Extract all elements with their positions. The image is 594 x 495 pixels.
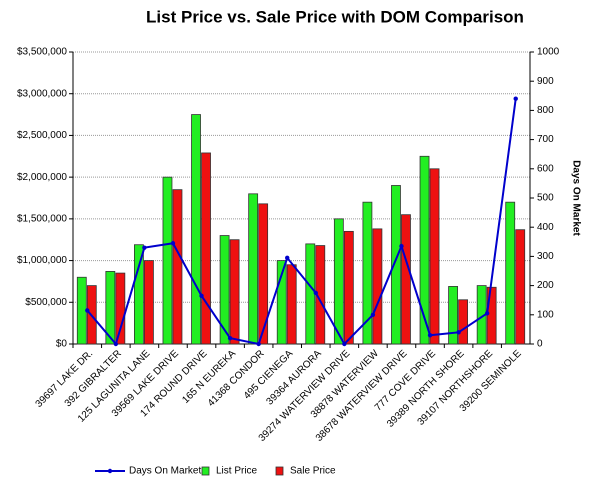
line-point	[427, 333, 433, 338]
y-tick-label: $3,000,000	[17, 88, 67, 99]
bar	[248, 193, 259, 345]
bar	[419, 155, 430, 345]
line-point	[227, 335, 233, 341]
bar	[458, 299, 468, 345]
y-tick-label: $0	[56, 339, 68, 350]
bar	[219, 235, 230, 345]
line-point	[285, 255, 290, 261]
y-tick-label: $1,500,000	[17, 213, 67, 224]
y2-tick-label: 600	[537, 163, 554, 174]
y2-tick-label: 200	[537, 280, 554, 291]
y2-tick-label: 400	[537, 222, 554, 233]
bar	[286, 264, 297, 345]
y2-tick-label: 1000	[537, 47, 560, 58]
bar	[105, 271, 116, 345]
bar	[333, 218, 344, 345]
y-tick-label: $1,000,000	[17, 255, 67, 266]
bar	[134, 244, 144, 345]
bar	[258, 203, 269, 345]
bar	[391, 185, 401, 345]
bar	[515, 229, 526, 345]
legend-swatch	[107, 468, 113, 474]
bar	[191, 114, 201, 345]
line-point	[85, 308, 90, 313]
bar	[229, 239, 240, 345]
bar	[486, 286, 497, 345]
line-point	[484, 311, 490, 316]
line-point	[113, 341, 119, 347]
line-point	[313, 290, 318, 296]
y-tick-label: $500,000	[25, 297, 67, 308]
bar	[201, 152, 211, 345]
bar	[76, 276, 87, 345]
legend-label: List Price	[216, 466, 258, 477]
line-point	[370, 312, 376, 317]
bar	[448, 286, 458, 345]
y2-tick-label: 800	[537, 105, 554, 116]
y2-tick-label: 700	[537, 134, 554, 145]
legend-label: Days On Market	[129, 466, 201, 477]
bar	[305, 243, 316, 345]
chart-title: List Price vs. Sale Price with DOM Compa…	[146, 7, 524, 26]
line-point	[142, 245, 147, 250]
y-tick-label: $3,500,000	[17, 47, 67, 58]
line-point	[513, 96, 518, 101]
bar	[372, 228, 383, 345]
y2-tick-label: 300	[537, 251, 554, 262]
y2-tick-label: 900	[537, 76, 554, 87]
y2-axis-label: Days On Market	[570, 160, 581, 236]
y2-tick-label: 0	[537, 339, 543, 350]
line	[86, 98, 517, 347]
bar	[144, 260, 154, 345]
bar	[429, 168, 440, 345]
line-point	[170, 241, 176, 246]
bar	[162, 176, 173, 345]
line-point	[456, 330, 461, 335]
legend-label: Sale Price	[290, 466, 336, 477]
y-tick-label: $2,000,000	[17, 172, 67, 183]
bar	[172, 189, 183, 345]
bar	[401, 214, 411, 345]
y2-tick-label: 100	[537, 309, 554, 320]
line-point	[199, 293, 204, 299]
y-tick-label: $2,500,000	[17, 130, 67, 141]
bar	[343, 230, 354, 345]
bar	[362, 201, 373, 345]
line-point	[399, 243, 404, 249]
bar	[115, 272, 126, 345]
line-point	[256, 341, 261, 347]
y2-tick-label: 500	[537, 193, 554, 204]
bar	[276, 260, 287, 345]
line-point	[342, 341, 347, 347]
legend-swatch	[201, 466, 210, 476]
legend-swatch	[275, 466, 284, 476]
bar	[505, 201, 516, 345]
